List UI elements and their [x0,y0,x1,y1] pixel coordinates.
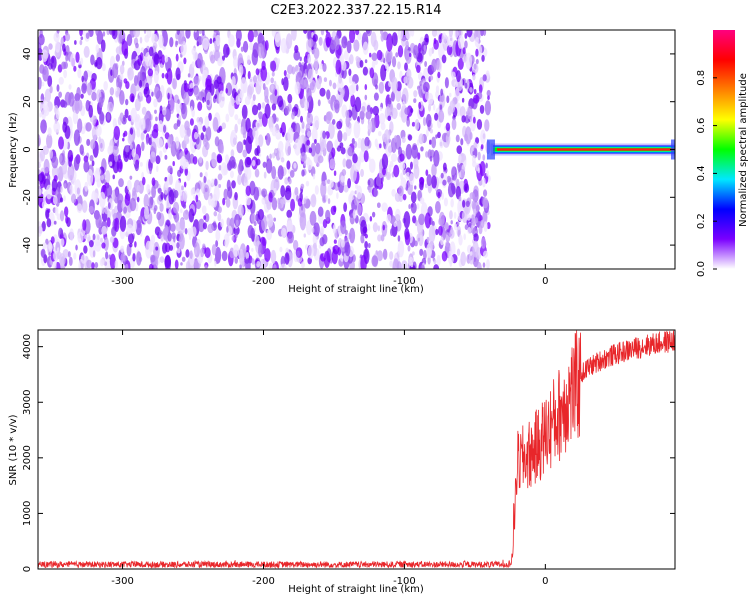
snr-y-tick-label: 1000 [22,501,33,526]
spectrogram-y-tick-label: -40 [22,237,33,253]
spectrogram-x-tick-label: 0 [542,276,548,287]
snr-series-line [38,330,675,569]
snr-ticks: -300 -200 -100 0 0 1000 2000 3000 4000 [22,330,675,587]
snr-x-axis-label: Height of straight line (km) [288,584,424,595]
spectrogram-content [38,30,675,269]
snr-y-tick-label: 2000 [22,445,33,470]
colorbar-tick-label: 0.8 [696,70,707,86]
snr-x-tick-label: 0 [542,576,548,587]
spectrogram-y-tick-label: -20 [22,189,33,205]
snr-y-tick-label: 0 [22,566,33,572]
spectrogram-y-tick-label: 0 [22,146,33,152]
colorbar: 0.0 0.2 0.4 0.6 0.8 Normalized spectral ampl… [696,30,749,277]
colorbar-tick-label: 0.0 [696,261,707,277]
colorbar-gradient [713,30,735,269]
spectrogram-x-tick-label: -200 [252,276,275,287]
snr-y-axis-label: SNR (10 * v/v) [8,414,19,485]
colorbar-ticks: 0.0 0.2 0.4 0.6 0.8 [696,70,717,277]
snr-x-tick-label: -100 [393,576,416,587]
colorbar-tick-label: 0.6 [696,118,707,134]
spectrogram-x-tick-label: -300 [111,276,134,287]
spectrogram-y-axis-label: Frequency (Hz) [8,112,19,188]
snr-panel: -300 -200 -100 0 0 1000 2000 3000 4000 Height of… [8,329,676,595]
spectrogram-x-tick-label: -100 [393,276,416,287]
snr-frame [37,329,676,570]
spectrogram-signal-band [486,139,675,160]
spectrogram-x-axis-label: Height of straight line (km) [288,284,424,295]
colorbar-label: Normalized spectral amplitude [738,73,749,227]
snr-x-tick-label: -300 [111,576,134,587]
spectrogram-y-tick-label: 40 [22,48,33,61]
spectrogram-y-tick-label: 20 [22,95,33,108]
snr-x-tick-label: -200 [252,576,275,587]
colorbar-tick-label: 0.2 [696,213,707,229]
chart-title: C2E3.2022.337.22.15.R14 [270,3,441,18]
snr-y-tick-label: 4000 [22,334,33,359]
snr-y-tick-label: 3000 [22,390,33,415]
spectrogram-noise-speckle [38,30,492,269]
colorbar-tick-label: 0.4 [696,165,707,181]
